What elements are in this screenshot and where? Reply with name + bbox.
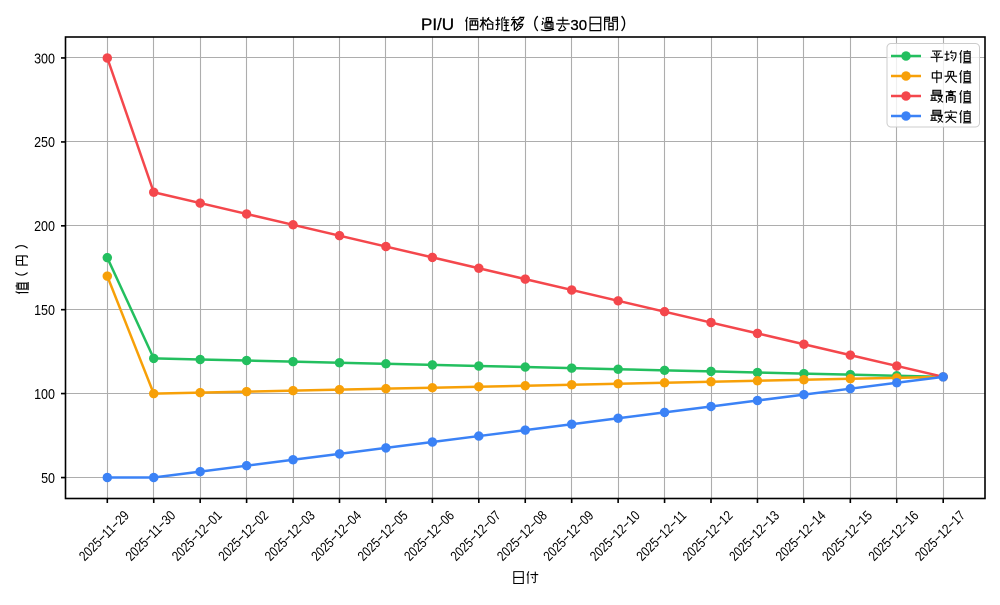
svg-text:50: 50	[41, 471, 55, 487]
svg-text:250: 250	[34, 135, 55, 151]
svg-text:300: 300	[34, 51, 55, 67]
svg-text:200: 200	[34, 219, 55, 235]
svg-text:30: 30	[570, 17, 587, 34]
svg-text:150: 150	[34, 303, 55, 319]
svg-text:100: 100	[34, 387, 55, 403]
svg-text:PI/U: PI/U	[421, 15, 454, 34]
